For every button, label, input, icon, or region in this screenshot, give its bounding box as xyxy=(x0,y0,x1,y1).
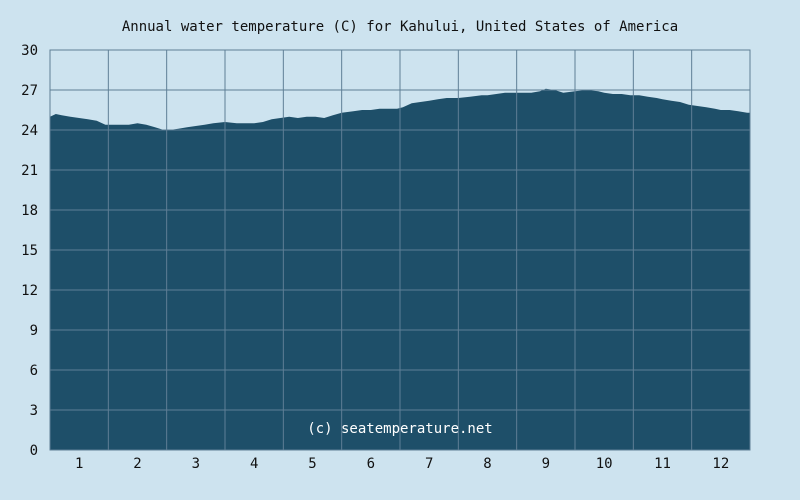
y-tick-label: 12 xyxy=(21,283,38,299)
y-tick-label: 21 xyxy=(21,163,38,179)
y-tick-label: 6 xyxy=(30,363,38,379)
y-tick-label: 0 xyxy=(30,443,38,459)
y-tick-label: 30 xyxy=(21,43,38,59)
y-tick-label: 15 xyxy=(21,243,38,259)
watermark: (c) seatemperature.net xyxy=(307,421,492,437)
x-tick-label: 1 xyxy=(75,456,83,472)
x-tick-label: 7 xyxy=(425,456,433,472)
x-tick-label: 5 xyxy=(308,456,316,472)
x-tick-label: 12 xyxy=(712,456,729,472)
x-tick-label: 8 xyxy=(483,456,491,472)
x-tick-label: 2 xyxy=(133,456,141,472)
chart-title: Annual water temperature (C) for Kahului… xyxy=(121,19,679,35)
x-tick-label: 4 xyxy=(250,456,258,472)
y-tick-label: 24 xyxy=(21,123,38,139)
y-tick-label: 27 xyxy=(21,83,38,99)
x-tick-label: 10 xyxy=(596,456,613,472)
x-tick-label: 6 xyxy=(367,456,375,472)
y-tick-label: 3 xyxy=(30,403,38,419)
x-tick-label: 11 xyxy=(654,456,671,472)
x-tick-label: 9 xyxy=(542,456,550,472)
plot-border xyxy=(49,49,751,451)
y-tick-label: 18 xyxy=(21,203,38,219)
y-tick-label: 9 xyxy=(30,323,38,339)
x-tick-label: 3 xyxy=(192,456,200,472)
